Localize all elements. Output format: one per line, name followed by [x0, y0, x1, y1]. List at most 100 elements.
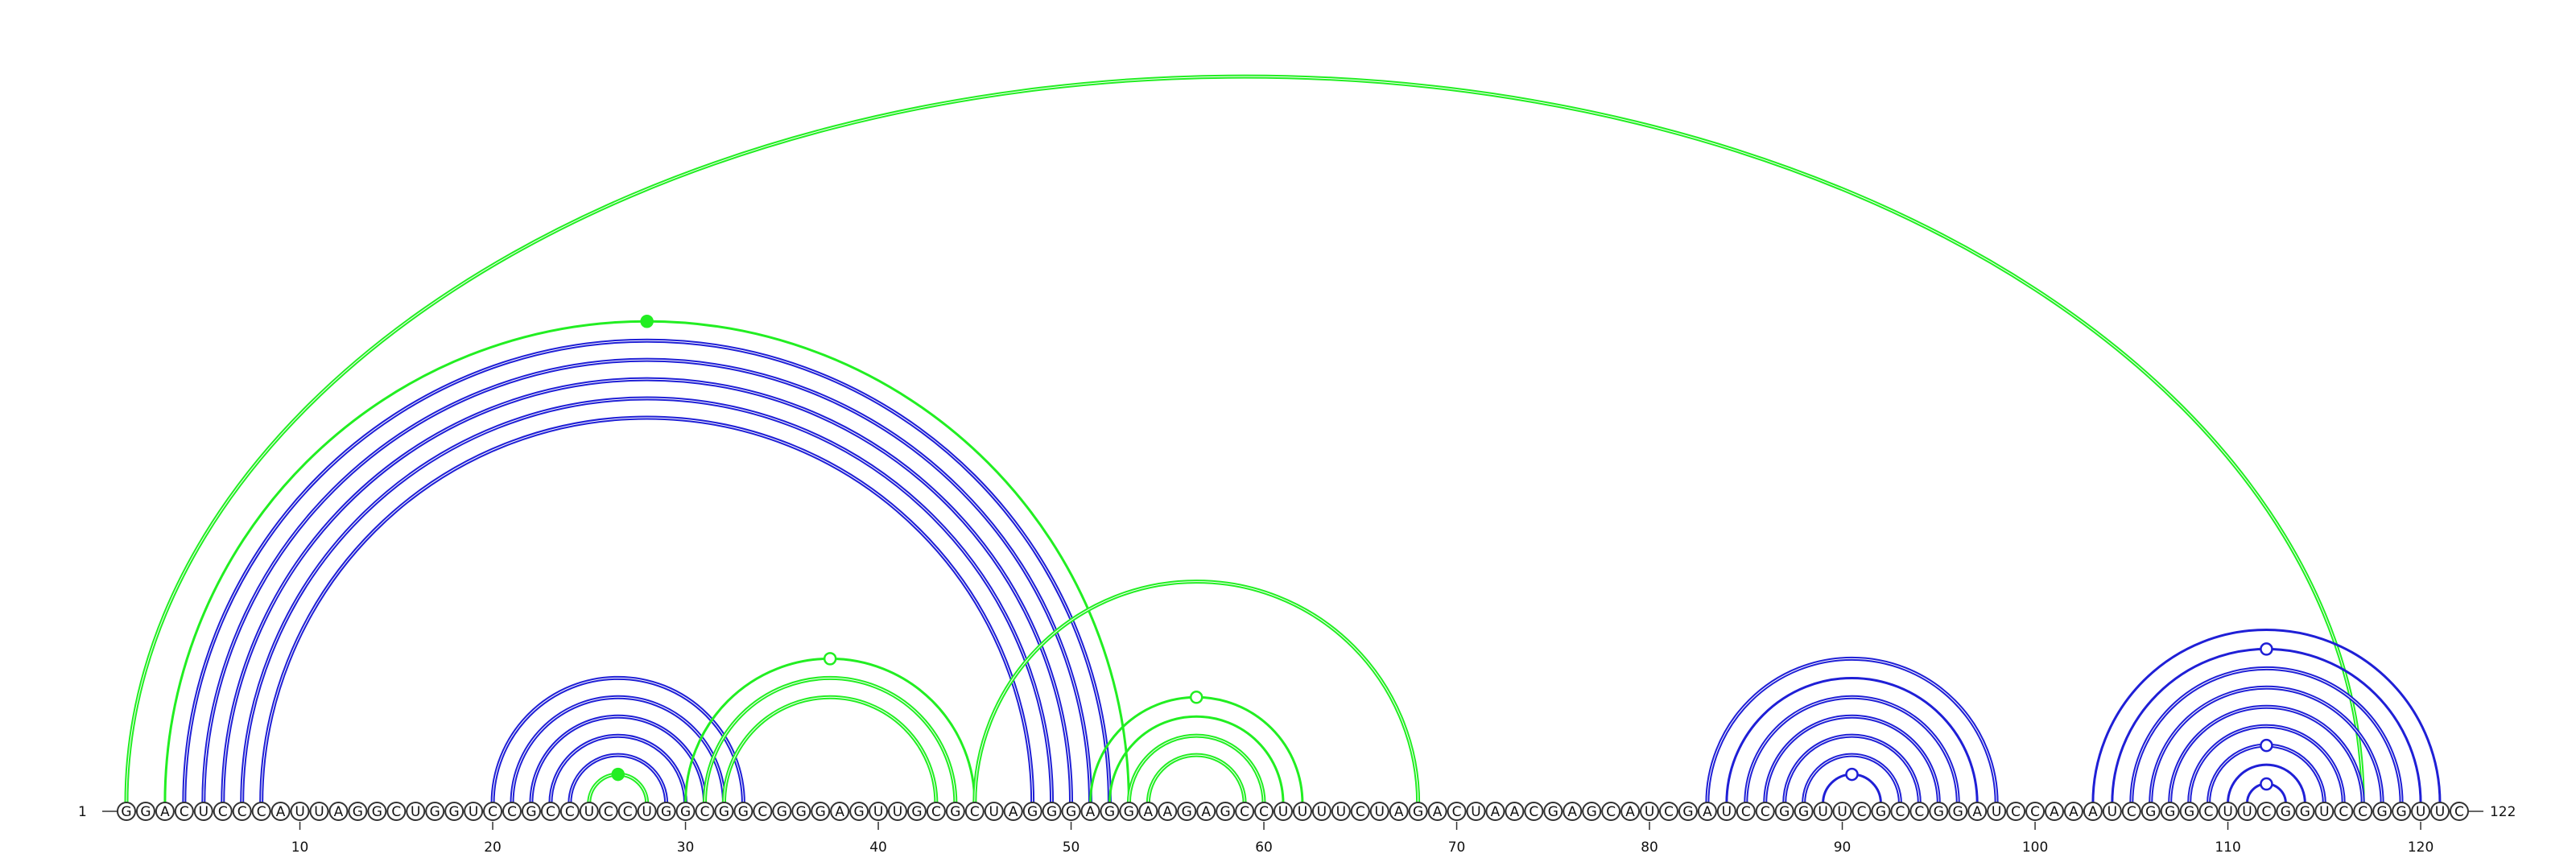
nucleotide: C — [1235, 802, 1255, 821]
nucleotide-letter: A — [1144, 804, 1154, 820]
nucleotide-letter: A — [2050, 804, 2059, 820]
nucleotide-circle — [1119, 802, 1139, 821]
nucleotide-circle — [1563, 802, 1583, 821]
nucleotide: G — [791, 802, 811, 821]
nucleotide-circle — [984, 802, 1004, 821]
nucleotide: G — [1216, 802, 1236, 821]
nucleotide: A — [2063, 802, 2083, 821]
nucleotide: G — [2372, 802, 2392, 821]
nucleotide-circle — [1427, 802, 1447, 821]
nucleotide-letter: C — [1606, 804, 1616, 820]
nucleotide: G — [2160, 802, 2180, 821]
nucleotide-circle — [1350, 802, 1370, 821]
nucleotide-letter: G — [353, 804, 363, 820]
nucleotide-letter: G — [1413, 804, 1423, 820]
nucleotide: A — [270, 802, 291, 821]
nucleotide-circle — [2083, 802, 2103, 821]
nucleotide-circle — [2276, 802, 2296, 821]
base-pair-arc-core — [242, 398, 1053, 804]
nucleotide: U — [2430, 802, 2450, 821]
nucleotide-circle — [1274, 802, 1293, 821]
nucleotide: G — [1408, 802, 1428, 821]
nucleotide: A — [1080, 802, 1100, 821]
base-pair-arc-core — [1147, 754, 1245, 804]
nucleotide: C — [695, 802, 715, 821]
tick-label: 120 — [2408, 839, 2434, 856]
nucleotide: G — [772, 802, 792, 821]
nucleotide-letter: G — [796, 804, 807, 820]
nucleotide-letter: U — [1278, 804, 1288, 820]
tick-label: 40 — [869, 839, 887, 856]
nucleotide: G — [1042, 802, 1062, 821]
nucleotide-circle — [348, 802, 368, 821]
nucleotide-letter: C — [237, 804, 247, 820]
base-pair-arc-core — [704, 677, 956, 804]
nucleotide-letter: A — [334, 804, 344, 820]
nucleotide-letter: C — [180, 804, 189, 820]
nucleotide: U — [1466, 802, 1486, 821]
nucleotide: A — [2045, 802, 2064, 821]
nucleotide: G — [348, 802, 368, 821]
nucleotide-letter: A — [835, 804, 844, 820]
nucleotide-circle — [1640, 802, 1660, 821]
nucleotide-circle — [386, 802, 407, 821]
nucleotide-circle — [2449, 802, 2469, 821]
filled-apex-marker — [640, 315, 654, 328]
nucleotide-circle — [695, 802, 715, 821]
sequence-end-label: 122 — [2490, 804, 2516, 820]
nucleotide: A — [1389, 802, 1409, 821]
nucleotide-circle — [791, 802, 811, 821]
nucleotide-circle — [1909, 802, 1930, 821]
nucleotide: G — [444, 802, 464, 821]
nucleotide-letter: U — [2435, 804, 2445, 820]
nucleotide: A — [155, 802, 175, 821]
nucleotide-circle — [502, 802, 522, 821]
nucleotide-circle — [1774, 802, 1794, 821]
base-pair-arc — [163, 320, 1130, 804]
nucleotide-letter: G — [2300, 804, 2310, 820]
nucleotide: A — [1427, 802, 1447, 821]
nucleotide-letter: U — [199, 804, 208, 820]
nucleotide-letter: G — [140, 804, 151, 820]
tick-label: 100 — [2022, 839, 2048, 856]
nucleotide-letter: U — [2223, 804, 2232, 820]
nucleotide-letter: U — [1992, 804, 2001, 820]
nucleotide: A — [1697, 802, 1717, 821]
base-pair-arc-core — [1784, 735, 1920, 804]
nucleotide: A — [1563, 802, 1583, 821]
open-apex-marker — [2260, 738, 2273, 753]
nucleotide: G — [1794, 802, 1814, 821]
nucleotide-letter: U — [2319, 804, 2329, 820]
nucleotide: U — [2411, 802, 2431, 821]
nucleotide: U — [2102, 802, 2122, 821]
nucleotide-circle — [579, 802, 599, 821]
nucleotide: U — [1331, 802, 1351, 821]
nucleotide: C — [2256, 802, 2277, 821]
nucleotide: G — [714, 802, 734, 821]
nucleotide-circle — [1235, 802, 1255, 821]
nucleotide-letter: A — [1009, 804, 1018, 820]
nucleotide: C — [1736, 802, 1756, 821]
nucleotide: C — [2198, 802, 2219, 821]
nucleotide-letter: G — [911, 804, 922, 820]
nucleotide-letter: C — [931, 804, 941, 820]
nucleotide-circle — [1292, 802, 1312, 821]
nucleotide-circle — [1948, 802, 1968, 821]
nucleotide: A — [2083, 802, 2103, 821]
nucleotide: G — [1100, 802, 1120, 821]
nucleotide-circle — [444, 802, 464, 821]
open-apex-marker — [1189, 691, 1203, 704]
nucleotide: G — [1177, 802, 1197, 821]
nucleotide: G — [945, 802, 965, 821]
base-pair-arc-core — [126, 76, 2363, 804]
base-pair-arc-core — [2150, 687, 2383, 804]
nucleotide-circle — [1505, 802, 1525, 821]
nucleotide: G — [135, 802, 155, 821]
nucleotide-circle — [1389, 802, 1409, 821]
base-pair-arc-core — [2131, 667, 2402, 804]
nucleotide-circle — [117, 802, 136, 821]
nucleotide-letter: G — [719, 804, 729, 820]
nucleotide-letter: G — [950, 804, 960, 820]
